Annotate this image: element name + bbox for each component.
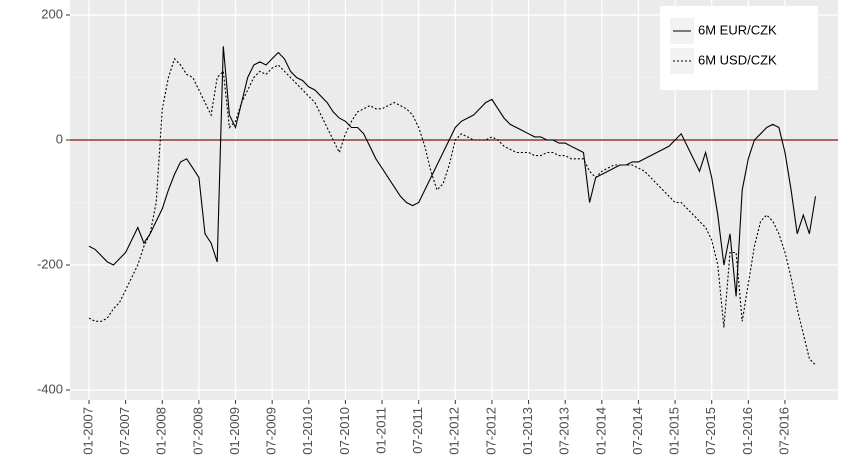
- x-tick-label: 07-2009: [264, 407, 279, 455]
- x-tick-label: 07-2015: [703, 407, 718, 455]
- x-tick-label: 07-2012: [483, 407, 498, 455]
- x-tick-label: 07-2007: [117, 407, 132, 455]
- x-tick-label: 07-2013: [557, 407, 572, 455]
- y-tick-label: 0: [56, 131, 63, 146]
- x-tick-label: 07-2011: [410, 407, 425, 454]
- x-tick-label: 01-2008: [154, 407, 169, 455]
- y-tick-label: -200: [37, 256, 63, 271]
- grid: [70, 0, 838, 400]
- x-tick-label: 07-2016: [776, 407, 791, 455]
- axes: -400 -200 0 200 01-2007 07-2007 01-2008 07-2008…: [37, 6, 791, 454]
- y-tick-label: -400: [37, 381, 63, 396]
- legend: 6M EUR/CZK 6M USD/CZK: [660, 6, 818, 90]
- x-tick-label: 01-2014: [593, 407, 608, 455]
- lines: [70, 46, 838, 366]
- x-tick-label: 01-2015: [667, 407, 682, 455]
- legend-label: 6M EUR/CZK: [698, 22, 777, 37]
- series-line: [88, 46, 817, 297]
- x-tick-label: 07-2008: [190, 407, 205, 455]
- x-tick-label: 01-2013: [520, 407, 535, 455]
- x-tick-label: 01-2016: [740, 407, 755, 455]
- x-tick-label: 01-2011: [373, 407, 388, 454]
- x-tick-label: 01-2007: [80, 407, 95, 455]
- x-tick-label: 01-2009: [227, 407, 242, 455]
- legend-label: 6M USD/CZK: [698, 52, 777, 67]
- x-tick-label: 07-2014: [630, 407, 645, 455]
- x-tick-label: 01-2010: [300, 407, 315, 455]
- y-tick-label: 200: [41, 6, 63, 21]
- x-tick-label: 01-2012: [447, 407, 462, 455]
- x-tick-label: 07-2010: [337, 407, 352, 455]
